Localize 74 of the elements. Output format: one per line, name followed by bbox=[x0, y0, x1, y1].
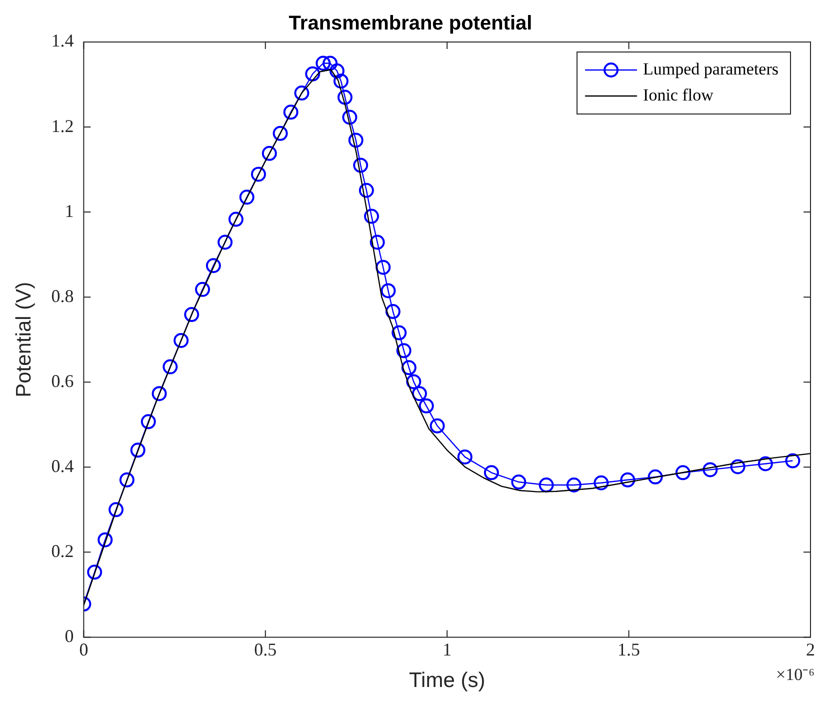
y-tick-label: 0.8 bbox=[51, 286, 74, 306]
point bbox=[174, 332, 189, 348]
text: ×10⁻⁶ bbox=[776, 665, 815, 684]
point bbox=[228, 212, 244, 227]
x-tick-label: 0 bbox=[79, 640, 88, 660]
point bbox=[195, 282, 210, 297]
point bbox=[294, 86, 310, 101]
point bbox=[538, 478, 554, 492]
point bbox=[484, 465, 499, 480]
point bbox=[250, 166, 266, 182]
point bbox=[162, 359, 178, 374]
chart-title: Transmembrane potential bbox=[288, 12, 532, 35]
point bbox=[566, 478, 582, 492]
y-tick-label: 1 bbox=[64, 200, 74, 221]
y-tick-label: 0.2 bbox=[51, 540, 74, 561]
point bbox=[119, 472, 134, 488]
point bbox=[130, 442, 146, 458]
y-tick-label: 0 bbox=[64, 626, 74, 646]
point bbox=[380, 283, 396, 298]
y-tick-label: 0.6 bbox=[51, 370, 74, 391]
point bbox=[87, 564, 102, 580]
point bbox=[140, 414, 156, 430]
point bbox=[401, 360, 416, 376]
point bbox=[758, 456, 773, 472]
point bbox=[239, 190, 254, 205]
point bbox=[206, 258, 221, 274]
point bbox=[272, 126, 288, 141]
legend-label: Lumped parameters bbox=[643, 59, 778, 78]
point bbox=[392, 325, 407, 340]
point bbox=[730, 459, 746, 474]
point bbox=[457, 449, 472, 464]
point bbox=[218, 234, 233, 250]
point bbox=[262, 146, 277, 161]
point bbox=[396, 343, 412, 358]
point bbox=[337, 90, 352, 105]
x-tick-label: 2 bbox=[806, 640, 815, 660]
point bbox=[376, 260, 391, 275]
point bbox=[702, 462, 718, 478]
point bbox=[283, 104, 298, 120]
point bbox=[785, 453, 800, 468]
point bbox=[620, 472, 636, 488]
point bbox=[184, 307, 200, 322]
point bbox=[329, 63, 344, 78]
point bbox=[108, 502, 124, 518]
point bbox=[305, 66, 320, 82]
point bbox=[353, 158, 368, 173]
y-tick-label: 1.2 bbox=[51, 116, 74, 136]
point bbox=[333, 74, 348, 89]
point bbox=[364, 208, 380, 224]
point bbox=[511, 474, 526, 490]
x-tick-label: 1 bbox=[442, 640, 452, 660]
point bbox=[348, 132, 364, 148]
x-tick-label: 1.5 bbox=[618, 640, 640, 660]
y-tick-label: 1.4 bbox=[51, 30, 74, 51]
point bbox=[675, 465, 690, 480]
point bbox=[316, 56, 331, 71]
point bbox=[152, 386, 167, 402]
y-tick-label: 0.4 bbox=[51, 456, 74, 476]
point bbox=[322, 56, 338, 71]
point bbox=[385, 304, 400, 320]
point bbox=[406, 374, 422, 390]
x-axis-title: Time (s) bbox=[408, 669, 486, 692]
point bbox=[418, 398, 434, 414]
point bbox=[430, 418, 445, 434]
point bbox=[342, 110, 358, 125]
point bbox=[648, 469, 663, 484]
x-tick-label: 0.5 bbox=[254, 640, 277, 660]
point bbox=[98, 532, 113, 548]
point bbox=[412, 386, 427, 402]
point bbox=[594, 475, 609, 490]
point bbox=[358, 182, 374, 198]
point bbox=[370, 234, 385, 250]
legend-label: Ionic flow bbox=[643, 85, 714, 104]
y-axis-title: Potential (V) bbox=[12, 282, 36, 398]
